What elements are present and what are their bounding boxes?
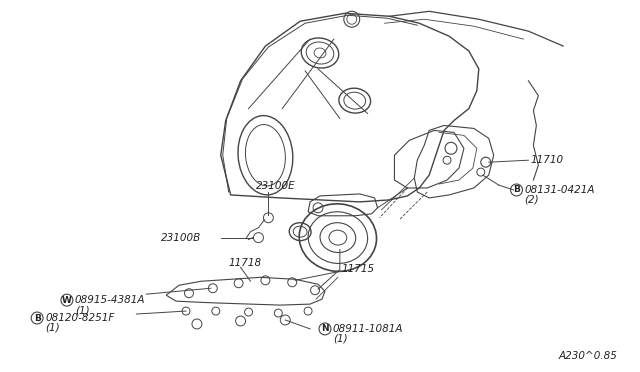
Text: B: B xyxy=(34,314,40,323)
Text: 08131-0421A: 08131-0421A xyxy=(524,185,595,195)
Text: B: B xyxy=(513,186,520,195)
Text: A230^0.85: A230^0.85 xyxy=(559,351,618,361)
Text: 08915-4381A: 08915-4381A xyxy=(75,295,145,305)
Text: 08120-8251F: 08120-8251F xyxy=(45,313,115,323)
Text: N: N xyxy=(321,324,329,333)
Text: W: W xyxy=(62,296,72,305)
Text: 08911-1081A: 08911-1081A xyxy=(333,324,403,334)
Text: 23100E: 23100E xyxy=(255,181,295,191)
Text: (1): (1) xyxy=(45,323,60,333)
Text: 11710: 11710 xyxy=(531,155,564,165)
Text: 11718: 11718 xyxy=(228,259,262,269)
Text: (1): (1) xyxy=(333,334,348,344)
Text: 23100B: 23100B xyxy=(161,232,202,243)
Text: (1): (1) xyxy=(75,305,90,315)
Text: 11715: 11715 xyxy=(342,264,375,275)
Text: (2): (2) xyxy=(524,195,539,205)
